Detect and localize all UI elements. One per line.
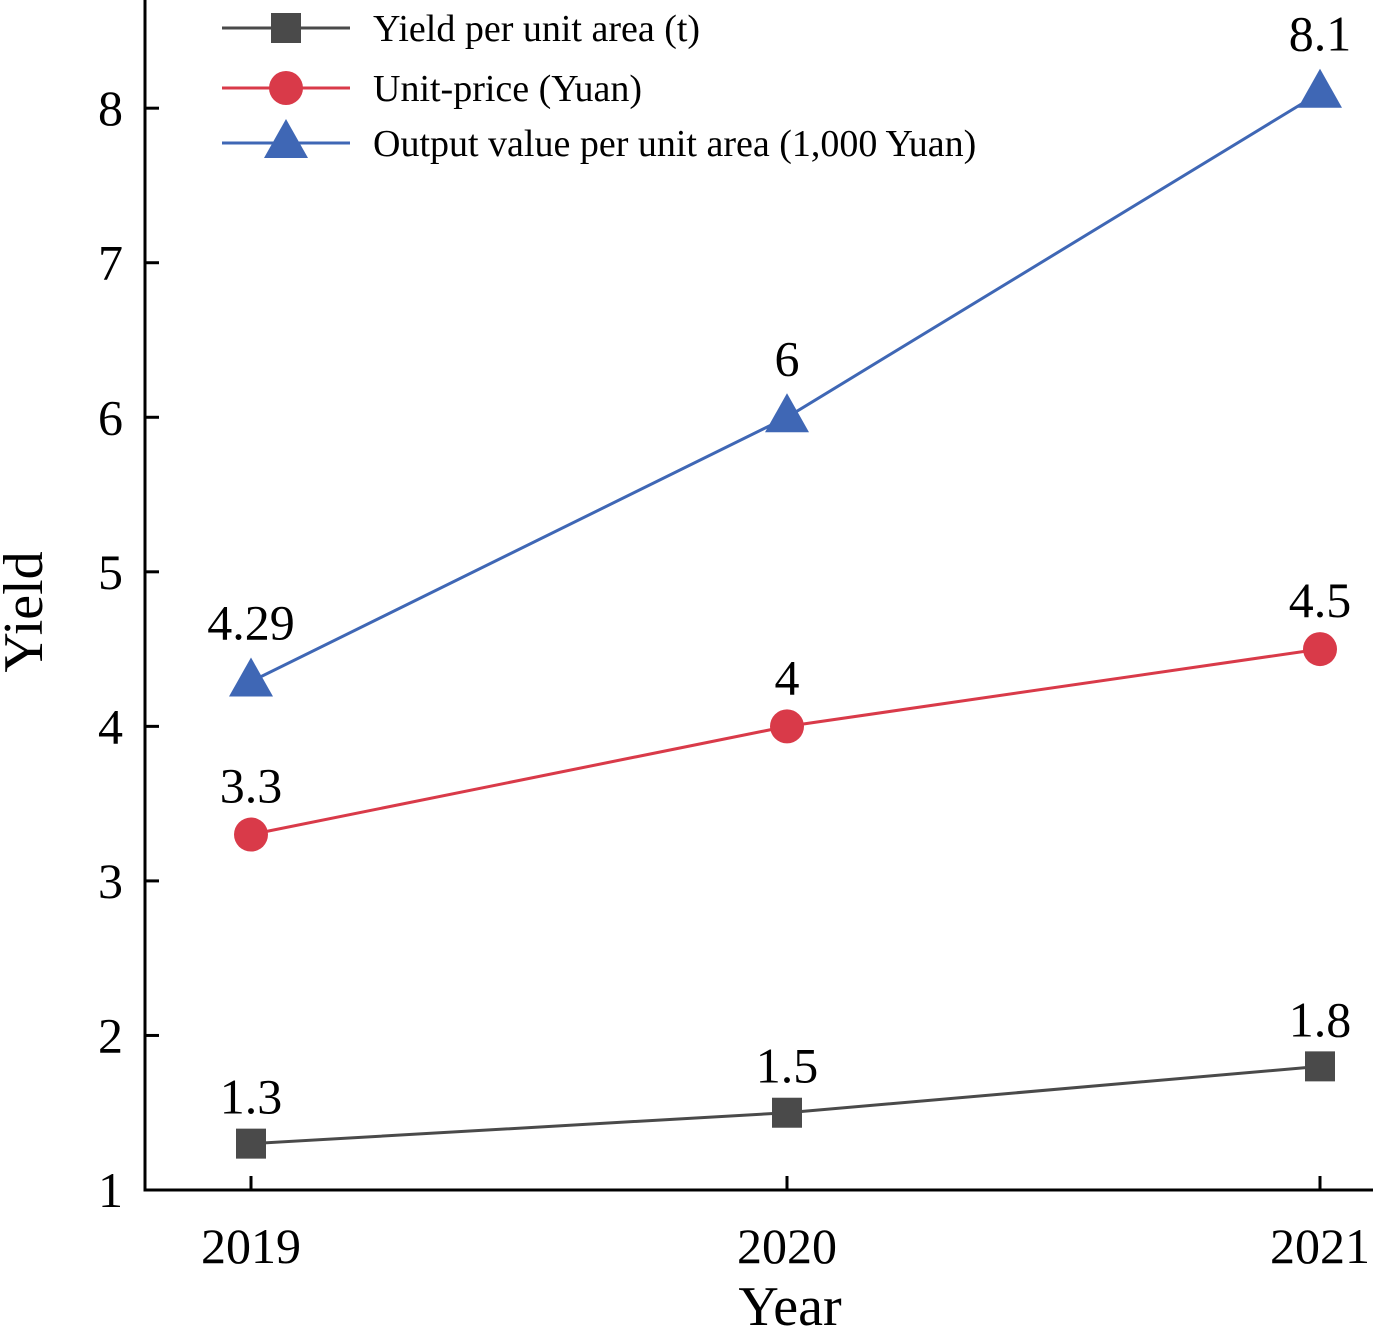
legend: Yield per unit area (t) Unit-price (Yuan)… (222, 8, 976, 165)
data-label: 6 (775, 330, 800, 386)
data-label: 4 (775, 649, 800, 705)
data-label: 3.3 (220, 758, 283, 814)
legend-item: Output value per unit area (1,000 Yuan) (222, 119, 976, 165)
series-line (250, 91, 1321, 683)
legend-marker (269, 71, 303, 105)
data-label: 8.1 (1289, 6, 1352, 62)
y-tick-label: 8 (98, 80, 123, 136)
x-tick-label: 2020 (737, 1218, 837, 1274)
legend-label: Output value per unit area (1,000 Yuan) (373, 123, 976, 165)
data-labels: 1.3 1.5 1.8 3.3 4 4.5 4.29 6 8.1 (207, 6, 1351, 1125)
legend-label: Yield per unit area (t) (373, 8, 700, 50)
series-circle (234, 632, 1337, 852)
data-label: 1.5 (756, 1038, 819, 1094)
data-point (1303, 632, 1337, 667)
legend-item: Unit-price (Yuan) (222, 68, 642, 110)
x-tick-label: 2019 (201, 1218, 301, 1274)
y-tick-label: 4 (98, 698, 123, 754)
data-point (1298, 68, 1342, 108)
legend-label: Unit-price (Yuan) (373, 68, 642, 110)
legend-item: Yield per unit area (t) (222, 8, 700, 50)
legend-marker (264, 119, 308, 158)
y-tick-label: 6 (98, 389, 123, 445)
data-label: 4.29 (207, 595, 295, 651)
data-label: 1.8 (1289, 991, 1352, 1047)
data-point (234, 817, 268, 852)
data-point (770, 709, 804, 744)
series-group (229, 68, 1342, 1159)
data-point (772, 1097, 802, 1128)
y-tick-label: 7 (98, 235, 123, 291)
y-tick-label: 3 (98, 853, 123, 909)
data-point (229, 657, 273, 697)
x-tick-label: 2021 (1270, 1218, 1370, 1274)
series-triangle (229, 68, 1342, 697)
y-tick-label: 2 (98, 1007, 123, 1063)
data-point (1305, 1051, 1335, 1082)
series-square (236, 1051, 1335, 1159)
y-axis-title: Yield (0, 551, 55, 672)
x-axis-title: Year (738, 1276, 842, 1332)
data-point (236, 1128, 266, 1159)
data-label: 1.3 (220, 1069, 283, 1125)
data-label: 4.5 (1289, 572, 1352, 628)
axes: 1 2 3 4 5 6 7 8 2019 2020 2021 (98, 0, 1373, 1274)
y-tick-label: 1 (98, 1162, 123, 1218)
y-tick-label: 5 (98, 544, 123, 600)
axis-frame (143, 0, 1373, 1192)
legend-marker (271, 13, 301, 43)
data-point (765, 393, 809, 433)
